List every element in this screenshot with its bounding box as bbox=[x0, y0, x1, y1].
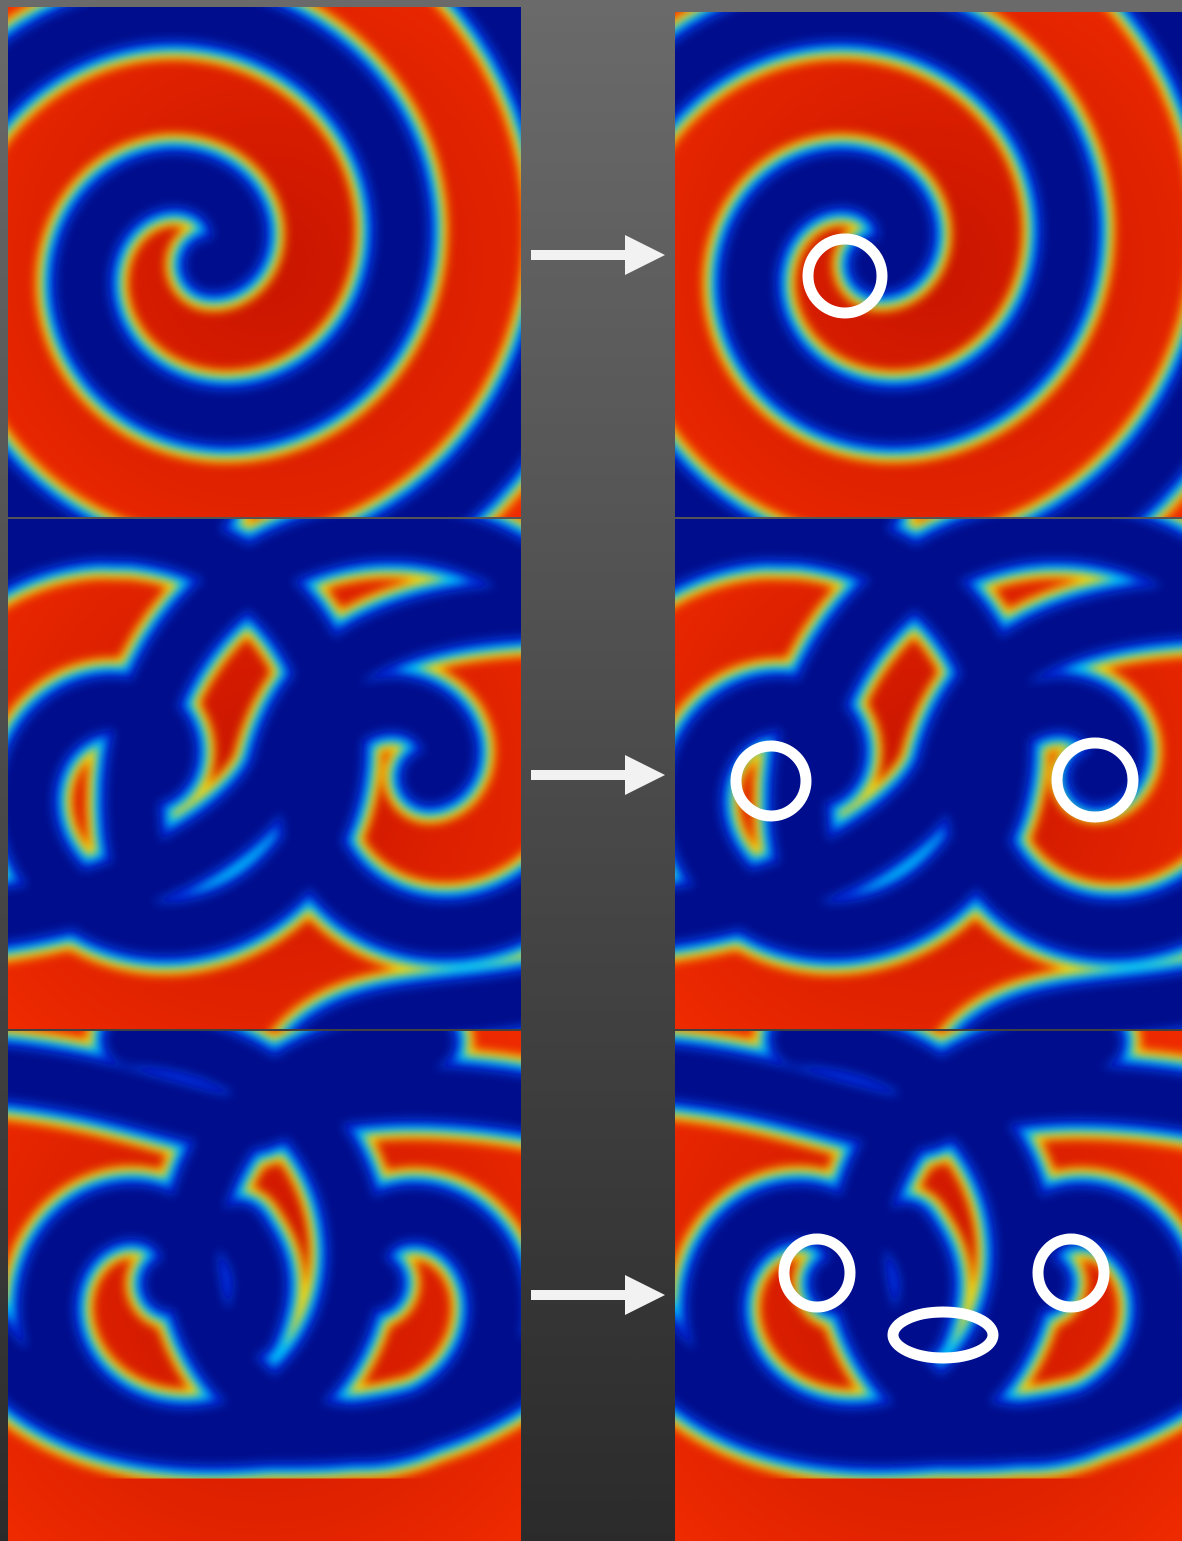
panel bbox=[0, 1031, 568, 1541]
wave-front bbox=[238, 1231, 259, 1331]
page: (() => { const svg = document.getElement… bbox=[0, 0, 1182, 1541]
figure bbox=[0, 0, 1182, 1541]
